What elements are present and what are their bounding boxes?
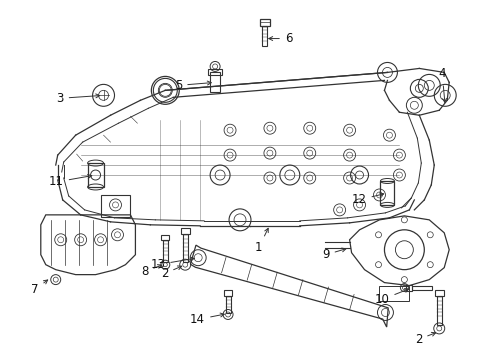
- Bar: [379, 285, 408, 301]
- Bar: [161, 235, 169, 240]
- Text: 2: 2: [414, 332, 435, 346]
- Text: 12: 12: [351, 193, 383, 206]
- Text: 7: 7: [31, 280, 47, 296]
- Bar: [406, 285, 411, 291]
- Text: 13: 13: [150, 257, 194, 271]
- Bar: [101, 195, 130, 217]
- Text: 2: 2: [161, 266, 182, 280]
- Bar: [436, 296, 441, 325]
- Text: 14: 14: [190, 313, 224, 326]
- Bar: [210, 72, 220, 92]
- Text: 3: 3: [56, 92, 100, 105]
- Text: 10: 10: [374, 289, 408, 306]
- Bar: [87, 163, 103, 187]
- Text: 4: 4: [438, 67, 446, 103]
- Text: 1: 1: [254, 228, 268, 254]
- Text: 11: 11: [49, 175, 92, 189]
- Bar: [224, 289, 232, 296]
- Bar: [208, 69, 222, 75]
- Text: 5: 5: [175, 79, 211, 92]
- Bar: [262, 26, 267, 45]
- Bar: [181, 228, 189, 234]
- Bar: [380, 181, 394, 205]
- Bar: [260, 19, 269, 26]
- Bar: [183, 234, 187, 262]
- Text: 6: 6: [268, 32, 292, 45]
- Bar: [434, 289, 443, 296]
- Text: 8: 8: [141, 265, 162, 278]
- Bar: [411, 285, 431, 289]
- Text: 9: 9: [322, 248, 345, 261]
- Bar: [225, 296, 230, 314]
- Bar: [163, 240, 167, 262]
